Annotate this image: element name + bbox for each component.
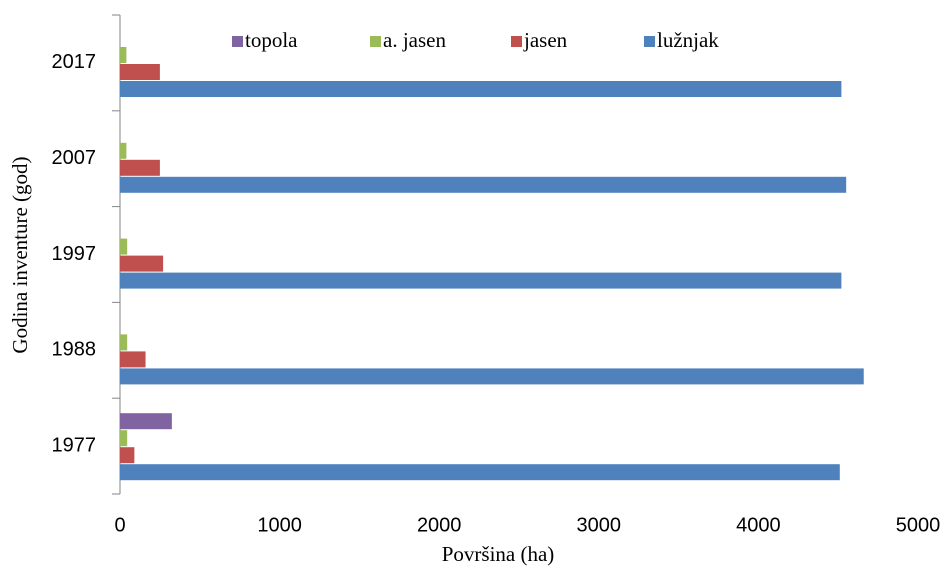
x-tick-label: 1000: [257, 514, 302, 536]
legend-label: a. jasen: [383, 28, 446, 52]
x-tick-label: 5000: [896, 514, 941, 536]
y-tick-label: 1977: [52, 434, 97, 456]
bar: [120, 447, 135, 464]
bar: [120, 368, 864, 385]
bar: [120, 413, 172, 430]
bar: [120, 238, 128, 255]
x-tick-label: 3000: [577, 514, 622, 536]
legend-swatch: [370, 36, 381, 47]
bar: [120, 47, 127, 63]
bar: [120, 64, 160, 80]
bar: [120, 142, 127, 159]
bar: [120, 176, 847, 193]
legend-label: topola: [245, 28, 298, 52]
y-tick-label: 1988: [52, 339, 97, 361]
x-tick-label: 4000: [736, 514, 781, 536]
x-tick-label: 2000: [417, 514, 462, 536]
bar: [120, 272, 842, 289]
legend-label: jasen: [523, 28, 568, 52]
bar: [120, 255, 164, 272]
bar: [120, 430, 128, 447]
y-tick-label: 1997: [52, 243, 97, 265]
x-tick-label: 0: [114, 514, 125, 536]
legend-swatch: [511, 36, 522, 47]
y-tick-label: 2017: [52, 51, 97, 73]
y-tick-label: 2007: [52, 147, 97, 169]
bar: [120, 334, 128, 351]
bar: [120, 464, 840, 481]
legend-label: lužnjak: [657, 28, 719, 52]
legend-swatch: [232, 36, 243, 47]
y-axis-title: Godina inventure (god): [8, 156, 32, 353]
bar: [120, 81, 842, 97]
x-axis-title: Površina (ha): [442, 542, 555, 566]
bar: [120, 351, 146, 368]
legend-swatch: [644, 36, 655, 47]
bar: [120, 159, 160, 176]
